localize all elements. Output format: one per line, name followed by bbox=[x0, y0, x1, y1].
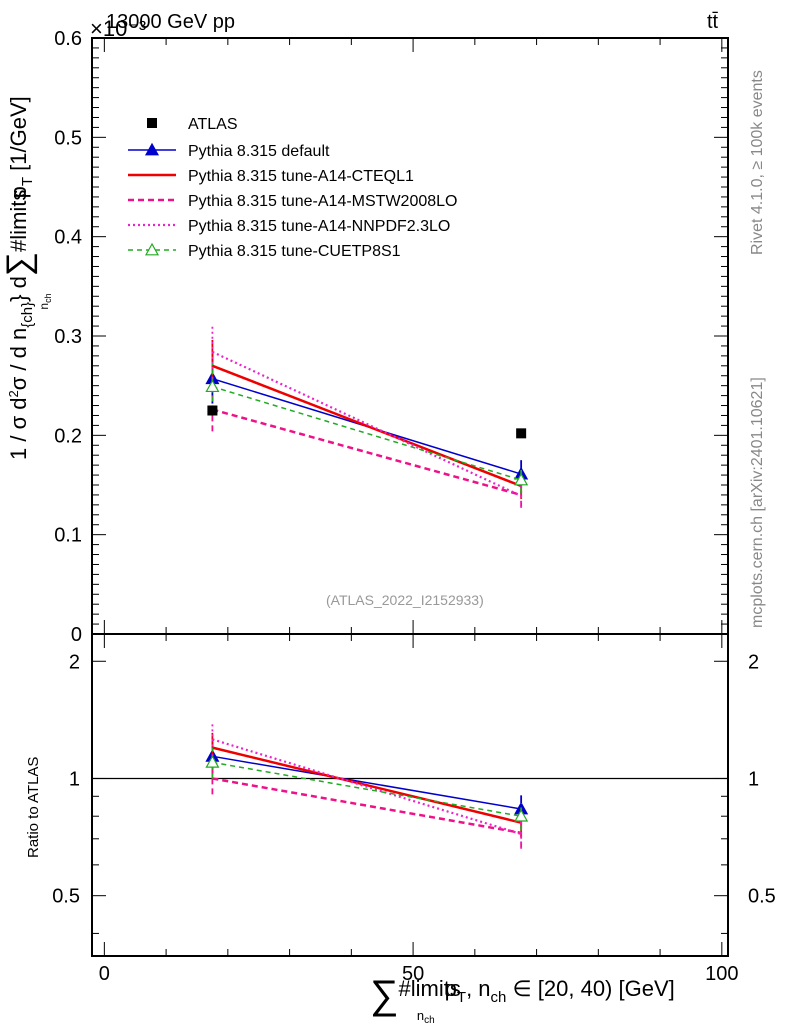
y-tick-label-main: 0.2 bbox=[54, 425, 82, 447]
legend-marker-0 bbox=[144, 142, 160, 156]
legend-label-3: Pythia 8.315 tune-A14-NNPDF2.3LO bbox=[188, 218, 450, 235]
xlabel-rest2: ∈ [20, 40) [GeV] bbox=[506, 976, 674, 1001]
y-tick-label-main: 0.1 bbox=[54, 525, 82, 547]
ratio-y-axis-label: Ratio to ATLAS bbox=[25, 757, 42, 858]
ylabel-part-a: 1 / σ d bbox=[6, 398, 31, 461]
legend-label-4: Pythia 8.315 tune-CUETP8S1 bbox=[188, 243, 401, 260]
ylabel-sum: ∑ bbox=[0, 252, 38, 276]
xlabel-sum: ∑ bbox=[370, 973, 399, 1017]
main-series-group bbox=[205, 325, 529, 508]
series-marker-ratio bbox=[514, 808, 529, 822]
y-tick-label-main: 0.4 bbox=[54, 227, 82, 249]
ratio-axis-ticks: 0.5 0.5 1 1 2 2 bbox=[52, 651, 776, 934]
series-line-ratio bbox=[212, 777, 522, 835]
y-tick-label-ratio: 0.5 bbox=[52, 886, 80, 908]
series-marker-ratio bbox=[205, 755, 220, 768]
series-marker-main bbox=[205, 379, 220, 393]
xlabel-p: p bbox=[445, 976, 457, 1001]
series-line-main bbox=[212, 408, 522, 497]
xlabel-limits: #limits bbox=[399, 976, 461, 1001]
series-line-main bbox=[211, 350, 522, 497]
legend-marker-atlas bbox=[147, 118, 157, 128]
side-label-top: Rivet 4.1.0, ≥ 100k events bbox=[749, 70, 766, 255]
ylabel-part-e: } d bbox=[6, 276, 31, 302]
x-axis-ticks: 0 50 100 bbox=[99, 38, 739, 985]
analysis-annotation: (ATLAS_2022_I2152933) bbox=[326, 592, 484, 608]
x-tick-label: 0 bbox=[99, 963, 110, 985]
ratio-series-group bbox=[205, 724, 529, 849]
exponent-label: ×10⁻³ bbox=[90, 16, 146, 41]
y-tick-label-main: 0.6 bbox=[54, 28, 82, 50]
ylabel-part-d: {ch} bbox=[19, 302, 36, 328]
legend: ATLAS Pythia 8.315 default Pythia 8.315 t… bbox=[128, 116, 457, 260]
y-tick-label-ratio-right: 2 bbox=[748, 651, 759, 673]
series-marker-main bbox=[514, 472, 529, 486]
xlabel-sub-n: n bbox=[417, 1008, 424, 1023]
y-tick-label-ratio: 2 bbox=[69, 651, 80, 673]
x-tick-label: 50 bbox=[402, 963, 424, 985]
series-main-4 bbox=[205, 362, 529, 493]
xlabel-sub-ch2: ch bbox=[491, 989, 507, 1006]
y-tick-label-zero: 0 bbox=[71, 624, 82, 646]
header-left: 13000 GeV pp bbox=[106, 11, 235, 33]
side-label-bottom: mcplots.cern.ch [arXiv:2401.10621] bbox=[749, 377, 766, 628]
atlas-data-point bbox=[516, 428, 527, 439]
y-tick-label-ratio-right: 1 bbox=[748, 768, 759, 790]
atlas-data-point bbox=[207, 405, 218, 416]
legend-label-2: Pythia 8.315 tune-A14-MSTW2008LO bbox=[188, 193, 457, 210]
xlabel-rest1: , n bbox=[466, 976, 490, 1001]
series-ratio-2 bbox=[211, 763, 523, 848]
ylabel-p: p bbox=[6, 186, 31, 198]
series-main-2 bbox=[211, 387, 523, 507]
header-right: tt̄ bbox=[707, 11, 719, 33]
ylabel-superscript-2: 2 bbox=[6, 390, 21, 397]
y-tick-label-main: 0.3 bbox=[54, 326, 82, 348]
series-main-1 bbox=[211, 339, 523, 499]
ylabel-sub-n: n bbox=[37, 303, 51, 310]
series-line-ratio bbox=[212, 746, 522, 824]
series-ratio-1 bbox=[211, 732, 523, 838]
xlabel-sub-ch: ch bbox=[424, 1015, 435, 1024]
ylabel-unit: [1/GeV] bbox=[6, 96, 31, 177]
main-axis-ticks: 0.1 0.2 0.3 0.4 0.5 0.6 0 bbox=[54, 28, 728, 646]
series-ratio-4 bbox=[205, 747, 529, 831]
series-line-main bbox=[212, 385, 522, 481]
y-tick-label-ratio: 1 bbox=[69, 768, 80, 790]
legend-label-0: Pythia 8.315 default bbox=[188, 143, 330, 160]
ylabel-limits: #limits bbox=[6, 190, 31, 252]
y-tick-label-ratio-right: 0.5 bbox=[748, 886, 776, 908]
series-line-main bbox=[211, 364, 522, 488]
legend-label-1: Pythia 8.315 tune-A14-CTEQL1 bbox=[188, 168, 414, 185]
ylabel-part-c: σ / d n bbox=[6, 328, 31, 391]
series-ratio-3 bbox=[211, 724, 523, 849]
y-axis-label: 1 / σ d2σ / d n{ch}} d∑#limits nch pT [1/G… bbox=[0, 96, 53, 460]
ylabel-sub-ch: ch bbox=[43, 293, 53, 303]
series-line-ratio bbox=[212, 755, 522, 810]
y-tick-label-main: 0.5 bbox=[54, 127, 82, 149]
ratio-plot-frame bbox=[91, 633, 729, 957]
series-line-ratio bbox=[212, 761, 522, 817]
series-line-ratio bbox=[212, 738, 522, 836]
legend-label-atlas: ATLAS bbox=[188, 116, 238, 133]
series-main-3 bbox=[211, 325, 523, 508]
x-axis-label: ∑#limits nchpT, nch ∈ [20, 40) [GeV] bbox=[370, 973, 675, 1024]
ylabel-sub-T: T bbox=[19, 177, 36, 186]
x-tick-label: 100 bbox=[705, 963, 738, 985]
legend-marker-4 bbox=[144, 242, 160, 256]
xlabel-sub-T: T bbox=[457, 989, 466, 1006]
